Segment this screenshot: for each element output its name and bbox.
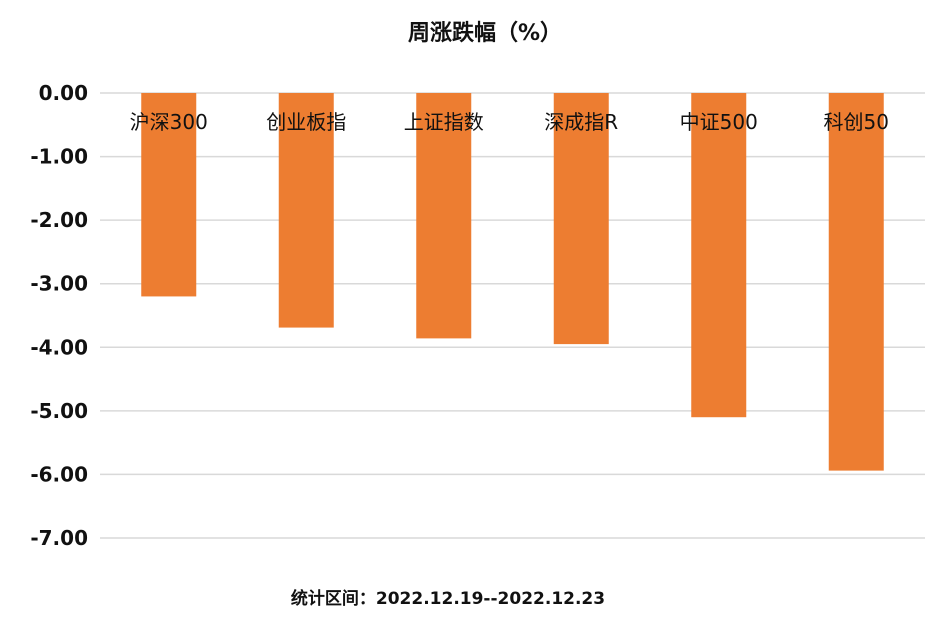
y-tick-label: 0.00 <box>39 81 88 105</box>
y-tick-label: -4.00 <box>30 335 88 359</box>
bar <box>691 93 747 418</box>
y-tick-label: -7.00 <box>30 526 88 550</box>
category-label: 科创50 <box>824 110 889 134</box>
y-tick-label: -3.00 <box>30 272 88 296</box>
y-axis-ticks: 0.00 -1.00 -2.00 -3.00 -4.00 -5.00 -6.00 -7.00 <box>30 81 88 550</box>
bar <box>828 93 884 471</box>
category-label: 中证500 <box>680 110 758 134</box>
bar <box>141 93 197 297</box>
bars <box>141 93 884 471</box>
bar <box>553 93 609 345</box>
bar <box>416 93 472 339</box>
category-label: 创业板指 <box>266 110 346 134</box>
category-label: 深成指R <box>544 110 618 134</box>
category-labels: 沪深300 创业板指 上证指数 深成指R 中证500 科创50 <box>130 110 889 134</box>
y-tick-label: -6.00 <box>30 462 88 486</box>
y-tick-label: -2.00 <box>30 208 88 232</box>
footnote: 统计区间：2022.12.19--2022.12.23 <box>291 588 605 609</box>
y-tick-label: -1.00 <box>30 145 88 169</box>
y-tick-label: -5.00 <box>30 399 88 423</box>
gridlines <box>100 92 925 539</box>
bar <box>278 93 334 328</box>
category-label: 上证指数 <box>404 110 484 134</box>
chart-title: 周涨跌幅（%） <box>408 21 562 46</box>
category-label: 沪深300 <box>130 110 208 134</box>
